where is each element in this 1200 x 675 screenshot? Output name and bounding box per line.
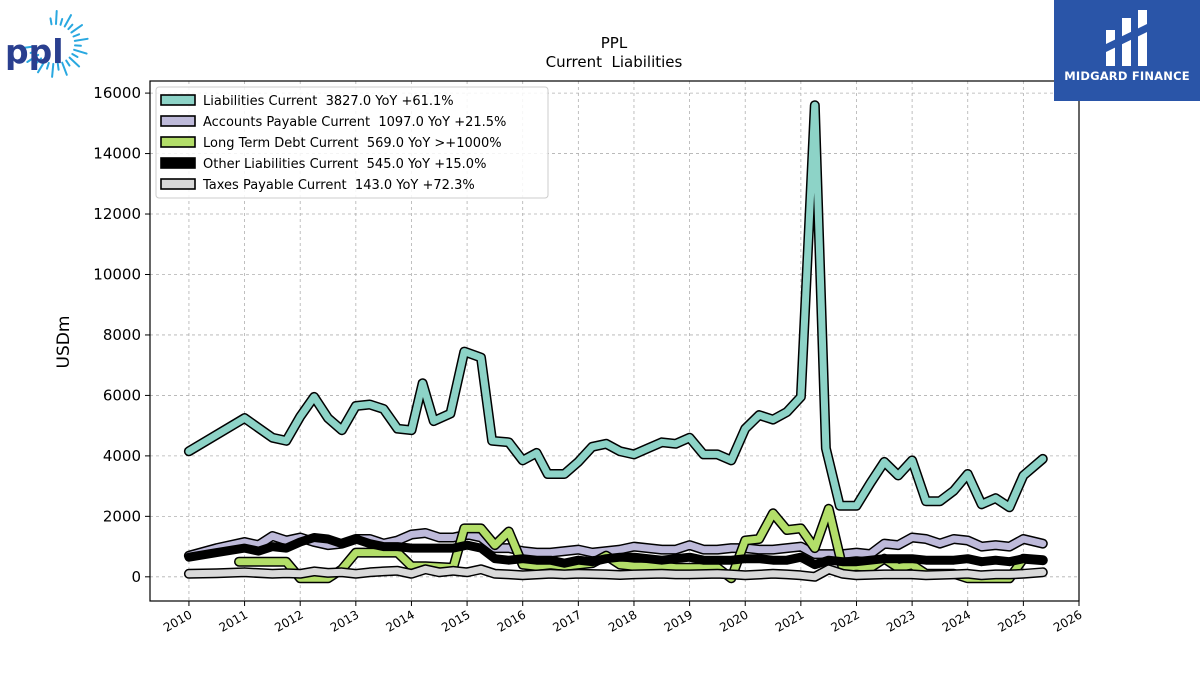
sunburst-ray (37, 60, 46, 74)
sunburst-ray (67, 23, 74, 31)
x-tick-label: 2017 (550, 607, 583, 634)
legend-label: Liabilities Current 3827.0 YoY +61.1% (203, 94, 454, 109)
legend-label: Taxes Payable Current 143.0 YoY +72.3% (202, 178, 475, 193)
y-tick-label: 0 (131, 568, 141, 586)
legend-swatch (160, 136, 196, 148)
x-tick-label: 2010 (161, 607, 194, 634)
legend-label: Accounts Payable Current 1097.0 YoY +21.… (203, 115, 506, 130)
y-tick-label: 10000 (93, 265, 141, 283)
sunburst-ray (35, 57, 43, 64)
publisher-name: MIDGARD FINANCE (1064, 69, 1190, 83)
ppl-logo: ppl (0, 0, 100, 80)
legend-swatch (160, 157, 196, 169)
x-tick-label: 2026 (1051, 607, 1084, 634)
series-1-line (183, 100, 1048, 513)
sunburst-ray (61, 61, 68, 76)
sunburst-ray (63, 14, 72, 28)
plot-frame (149, 80, 1080, 602)
y-tick-label: 12000 (93, 205, 141, 223)
sunburst-ray (70, 24, 83, 34)
series-4-line (184, 533, 1048, 570)
x-tick-label: 2022 (829, 607, 862, 634)
sunburst-ray (73, 37, 89, 42)
y-tick-label: 6000 (103, 386, 141, 404)
legend-label: Other Liabilities Current 545.0 YoY +15.… (203, 157, 486, 172)
x-tick-label: 2016 (495, 607, 528, 634)
sunburst-ray (59, 18, 64, 26)
y-tick-label: 16000 (93, 84, 141, 102)
sunburst-ray (65, 59, 71, 67)
series-path (185, 101, 1047, 511)
sunburst-ray (55, 10, 58, 25)
legend-swatch (160, 94, 196, 106)
x-tick-label: 2025 (995, 607, 1028, 634)
sunburst-ray (51, 62, 55, 78)
x-tick-label: 2019 (662, 607, 695, 634)
sunburst-ray (73, 48, 88, 55)
series-5-line (183, 564, 1048, 582)
y-tick-label: 14000 (93, 145, 141, 163)
x-tick-label: 2012 (272, 607, 305, 634)
legend: Liabilities Current 3827.0 YoY +61.1% Acc… (155, 86, 549, 199)
x-tick-label: 2021 (773, 607, 806, 634)
y-tick-label: 2000 (103, 507, 141, 525)
x-tick-label: 2024 (940, 607, 973, 634)
y-axis-label: USDm (54, 316, 74, 369)
ppl-logo-text: ppl (5, 32, 64, 71)
series-path (184, 533, 1048, 570)
legend-swatch (160, 115, 196, 127)
midgard-finance-logo: MIDGARD FINANCE (1054, 0, 1200, 101)
series-layer (183, 100, 1048, 584)
sunburst-ray (46, 62, 50, 70)
y-tick-label: 4000 (103, 447, 141, 465)
sunburst-ray (68, 56, 81, 68)
chart-title: PPL (601, 34, 628, 52)
x-tick-label: 2023 (884, 607, 917, 634)
x-tick-label: 2013 (328, 607, 361, 634)
x-tick-label: 2011 (217, 607, 250, 634)
sunburst-ray (26, 53, 40, 63)
legend-swatch (160, 178, 196, 190)
legend-box (155, 86, 549, 199)
ppl-sunburst-icon: ppl (5, 10, 89, 78)
series-path (235, 505, 1047, 582)
sunburst-ray (29, 49, 38, 54)
sunburst-ray (21, 45, 37, 49)
x-tick-label: 2014 (384, 607, 417, 634)
chart-subtitle: Current Liabilities (546, 53, 683, 71)
y-tick-label: 8000 (103, 326, 141, 344)
sunburst-ray (49, 17, 53, 26)
x-tick-label: 2018 (606, 607, 639, 634)
sunburst-ray (72, 33, 81, 38)
series-path (185, 565, 1047, 581)
sunburst-ray (56, 62, 60, 71)
series-3-line (234, 503, 1048, 584)
x-tick-label: 2020 (717, 607, 750, 634)
legend-label: Long Term Debt Current 569.0 YoY >+1000% (203, 136, 502, 151)
midgard-emblem-icon (1106, 10, 1147, 66)
sunburst-ray (71, 53, 79, 58)
x-tick-label: 2015 (439, 607, 472, 634)
